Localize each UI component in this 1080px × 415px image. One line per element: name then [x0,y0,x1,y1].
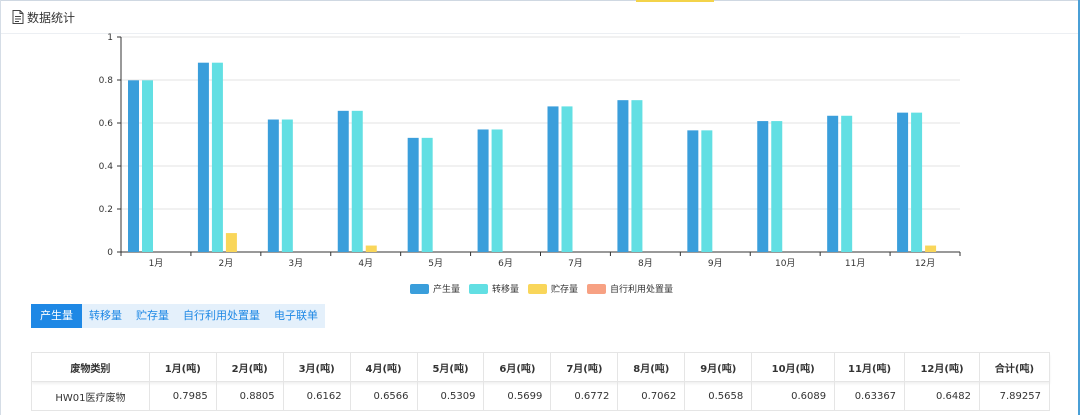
bar-3-4 [365,245,377,252]
col-header-nov: 11月(吨) [834,352,906,382]
y-tick-label: 0.6 [99,119,114,129]
y-tick-label: 1 [107,33,113,43]
col-header-apr: 4月(吨) [349,352,418,382]
cell-jun: 0.5699 [483,381,552,411]
bar-1-6 [477,129,489,252]
x-tick-label: 4月 [358,258,373,269]
x-tick-label: 8月 [638,258,653,269]
bar-2-9 [701,130,713,252]
table-row: HW01医疗废物 0.7985 0.8805 0.6162 0.6566 0.5… [31,381,1051,411]
y-tick-label: 0.4 [99,162,114,172]
bar-3-12 [925,245,937,252]
tab-e-manifest[interactable]: 电子联单 [274,309,318,322]
col-header-may: 5月(吨) [416,352,485,382]
bar-2-2 [211,62,223,252]
cell-feb: 0.8805 [215,381,284,411]
col-header-feb: 2月(吨) [215,352,284,382]
bar-3-2 [225,233,237,252]
col-header-mar: 3月(吨) [282,352,351,382]
cell-sep: 0.5658 [684,381,753,411]
bar-1-3 [267,119,279,252]
cell-jul: 0.6772 [550,381,619,411]
bar-2-5 [421,137,433,252]
col-header-total: 合计(吨) [978,352,1051,382]
window-scrollbar-edge [1078,0,1080,415]
document-icon [12,10,24,24]
legend-label: 贮存量 [551,283,578,295]
legend-label: 转移量 [492,283,519,295]
cell-dec: 0.6482 [904,381,980,411]
cell-jan: 0.7985 [148,381,217,411]
x-tick-label: 10月 [775,258,795,269]
col-header-jul: 7月(吨) [550,352,619,382]
bar-1-4 [337,110,349,253]
x-tick-label: 7月 [568,258,583,269]
bar-1-9 [687,130,699,252]
bar-1-2 [197,62,209,252]
col-header-sep: 9月(吨) [684,352,753,382]
x-tick-label: 1月 [149,258,164,269]
header-divider [1,33,1078,34]
col-header-aug: 8月(吨) [617,352,686,382]
legend-swatch [528,284,547,294]
bar-1-12 [897,112,909,253]
window-top-border [0,0,1080,1]
bar-2-6 [491,129,503,252]
table-header-row: 废物类别 1月(吨) 2月(吨) 3月(吨) 4月(吨) 5月(吨) 6月(吨)… [31,352,1051,382]
bar-1-11 [827,115,839,252]
bar-2-7 [561,106,573,252]
bar-2-10 [771,121,783,252]
cell-oct: 0.6089 [751,381,836,411]
bar-1-1 [128,80,139,252]
bar-2-12 [911,112,923,253]
bar-1-5 [407,137,419,252]
col-header-jun: 6月(吨) [483,352,552,382]
bar-2-4 [351,110,363,253]
cell-may: 0.5309 [416,381,485,411]
x-tick-label: 9月 [708,258,723,269]
bar-2-11 [841,115,853,252]
col-header-category: 废物类别 [31,352,150,382]
x-tick-label: 11月 [845,258,865,269]
tab-transfer[interactable]: 转移量 [89,309,122,322]
bar-2-3 [281,119,293,252]
x-tick-label: 12月 [915,258,935,269]
legend-label: 产生量 [433,283,460,295]
bar-2-8 [631,100,643,253]
panel-header: 数据统计 [12,8,75,26]
x-tick-label: 5月 [428,258,443,269]
cell-total: 7.89257 [978,381,1051,411]
tab-self-use-disposal[interactable]: 自行利用处置量 [183,309,260,322]
legend-swatch [587,284,606,294]
window-left-border [0,0,1,415]
tab-storage[interactable]: 贮存量 [136,309,169,322]
active-tab-indicator [636,0,714,2]
panel-title: 数据统计 [27,10,76,25]
col-header-oct: 10月(吨) [751,352,836,382]
bar-2-1 [142,80,153,252]
col-header-jan: 1月(吨) [148,352,217,382]
cell-aug: 0.7062 [617,381,686,411]
col-header-dec: 12月(吨) [904,352,980,382]
x-tick-label: 2月 [219,258,234,269]
y-tick-label: 0.8 [99,76,114,86]
y-tick-label: 0.2 [99,205,113,215]
cell-category: HW01医疗废物 [31,381,150,411]
x-tick-label: 3月 [288,258,303,269]
cell-apr: 0.6566 [349,381,418,411]
monthly-waste-table: 废物类别 1月(吨) 2月(吨) 3月(吨) 4月(吨) 5月(吨) 6月(吨)… [31,352,1051,411]
legend-swatch [410,284,429,294]
y-tick-label: 0 [107,248,113,258]
tab-produce[interactable]: 产生量 [31,304,82,328]
cell-mar: 0.6162 [282,381,351,411]
bar-1-8 [617,100,629,253]
bar-1-7 [547,106,559,252]
x-tick-label: 6月 [498,258,513,269]
bar-1-10 [757,121,769,252]
legend-label: 自行利用处置量 [610,283,673,295]
legend-swatch [469,284,488,294]
cell-nov: 0.63367 [834,381,906,411]
category-tabs: 产生量 转移量 贮存量 自行利用处置量 电子联单 [31,304,325,328]
